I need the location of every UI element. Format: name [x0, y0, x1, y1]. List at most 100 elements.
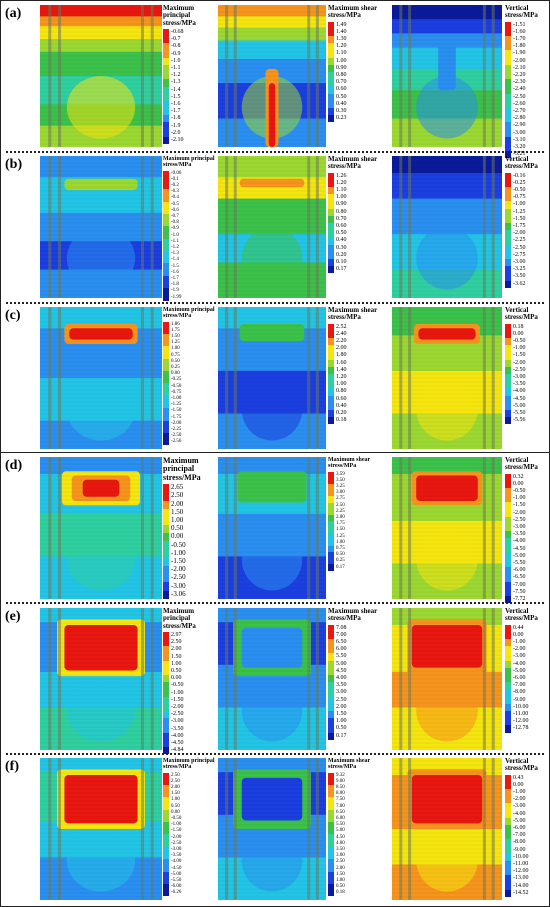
panel-label: (e)	[5, 609, 21, 624]
colorbar-tick-label: -1.3	[171, 79, 181, 86]
colorbar-tick-label: 0.50	[171, 358, 180, 364]
colorbar-swatch	[328, 230, 334, 238]
colorbar	[328, 323, 334, 425]
bolt-column	[307, 307, 311, 449]
contour-hotspot	[82, 479, 120, 497]
colorbar-swatch	[163, 201, 169, 208]
colorbar-tick-label: -3.00	[513, 374, 526, 381]
colorbar-tick-label: -4.00	[513, 810, 526, 817]
colorbar-swatch	[163, 834, 169, 841]
colorbar-tick-label: -2.00	[171, 420, 182, 426]
colorbar-tick-label: -1.70	[513, 36, 526, 43]
colorbar-swatch	[328, 483, 334, 491]
colorbar-tick-label: 1.00	[336, 194, 347, 201]
colorbar-swatch	[505, 868, 511, 876]
colorbar-swatch	[505, 374, 511, 382]
contour-hotspot	[241, 627, 303, 668]
bolt-column	[408, 307, 412, 449]
colorbar-tick-label: 2.75	[336, 496, 345, 502]
row-separator	[6, 753, 544, 755]
colorbar-tick-label: 2.50	[336, 502, 345, 508]
colorbar-tick-label: -2.56	[171, 439, 182, 445]
contour-band	[40, 26, 162, 40]
contour-band	[40, 457, 162, 475]
colorbar-tick-label: 1.00	[171, 660, 182, 667]
colorbar-tick-label: 0.90	[336, 201, 347, 208]
colorbar-tick-label: 2.40	[336, 330, 347, 337]
colorbar-swatch	[163, 333, 169, 341]
colorbar-tick-label: -3.62	[513, 280, 526, 287]
colorbar-legend: Vertical stress/MPa 0.32 0.00 -0.50 -1.00 -1.…	[505, 456, 549, 604]
colorbar-swatch	[328, 179, 334, 188]
colorbar-swatch	[505, 839, 511, 847]
colorbar-swatch	[505, 538, 511, 546]
colorbar-swatch	[328, 409, 334, 418]
colorbar-tick-label: 0.23	[336, 115, 347, 122]
colorbar-swatch	[163, 29, 169, 37]
colorbar-swatch	[328, 828, 334, 835]
bolt-column	[58, 608, 62, 750]
colorbar-swatch	[505, 129, 511, 137]
colorbar-swatch	[163, 321, 169, 328]
colorbar-tick-label: -1.1	[171, 65, 181, 72]
colorbar-swatch	[505, 28, 511, 37]
colorbar-swatch	[163, 557, 169, 567]
colorbar-swatch	[163, 36, 169, 44]
colorbar-swatch	[505, 273, 511, 281]
colorbar-tick-label: 1.75	[171, 327, 180, 333]
colorbar-swatch	[163, 508, 169, 517]
colorbar-tick-label: -6.00	[171, 884, 182, 890]
colorbar-swatch	[163, 653, 169, 661]
colorbar-tick-label: 1.50	[171, 333, 180, 339]
colorbar-tick-label: -3.00	[513, 259, 526, 266]
contour-zone	[416, 227, 478, 290]
bolt-column	[491, 608, 495, 750]
colorbar-swatch	[328, 215, 334, 223]
colorbar-swatch	[163, 189, 169, 196]
colorbar-tick-label: 2.50	[171, 772, 180, 778]
colorbar-swatch	[505, 595, 511, 604]
colorbar-legend: Maximum shear stress/MPa 2.52 2.40 2.20 2.00…	[328, 306, 382, 425]
contour-zone	[416, 679, 478, 742]
colorbar-legend: Vertical stress/MPa 0.18 0.00 -0.50 -1.00 -1.…	[505, 306, 549, 425]
colorbar-tick-label: -9.00	[513, 696, 526, 703]
colorbar-tick-label: -1.80	[513, 43, 526, 50]
colorbar-tick-label: 1.30	[336, 36, 347, 43]
colorbar-tick-label: -1.50	[513, 215, 526, 222]
colorbar-legend: Maximum principal stress/MPa 2.65 2.50 2.00…	[163, 456, 217, 599]
contour-zone	[241, 829, 303, 892]
colorbar-tick-label: -2.75	[513, 251, 526, 258]
colorbar-swatch	[163, 696, 169, 704]
colorbar-swatch	[163, 288, 169, 295]
contour-zone	[416, 528, 478, 591]
colorbar-swatch	[505, 710, 511, 719]
colorbar-tick-label: 0.80	[336, 388, 347, 395]
colorbar-swatch	[505, 330, 511, 339]
colorbar-swatch	[505, 889, 511, 897]
colorbar-swatch	[163, 414, 169, 421]
colorbar-swatch	[505, 725, 511, 733]
contour-band	[40, 608, 162, 623]
colorbar-title: Maximum shear stress/MPa	[328, 758, 371, 771]
bolt-column	[225, 758, 229, 900]
colorbar-tick-label: 0.25	[336, 558, 345, 564]
bolt-column	[48, 608, 52, 750]
colorbar-swatch	[505, 115, 511, 123]
colorbar-swatch	[505, 179, 511, 188]
colorbar-swatch	[163, 541, 169, 550]
contour-band	[392, 19, 502, 34]
colorbar-swatch	[328, 703, 334, 711]
colorbar-swatch	[505, 825, 511, 833]
colorbar-swatch	[163, 377, 169, 384]
colorbar-tick-label: -0.6	[171, 207, 179, 213]
colorbar-tick-label: 5.00	[336, 828, 345, 834]
colorbar-swatch	[505, 495, 511, 503]
colorbar-swatch	[328, 834, 334, 841]
colorbar-tick-label: -2.00	[513, 509, 526, 516]
bolt-column	[491, 758, 495, 900]
colorbar-swatch	[328, 57, 334, 65]
colorbar-tick-label: -3.25	[513, 266, 526, 273]
colorbar-tick-label: -0.5	[171, 201, 179, 207]
colorbar-tick-label: 0.25	[171, 364, 180, 370]
colorbar-tick-label: 0.00	[171, 809, 180, 815]
